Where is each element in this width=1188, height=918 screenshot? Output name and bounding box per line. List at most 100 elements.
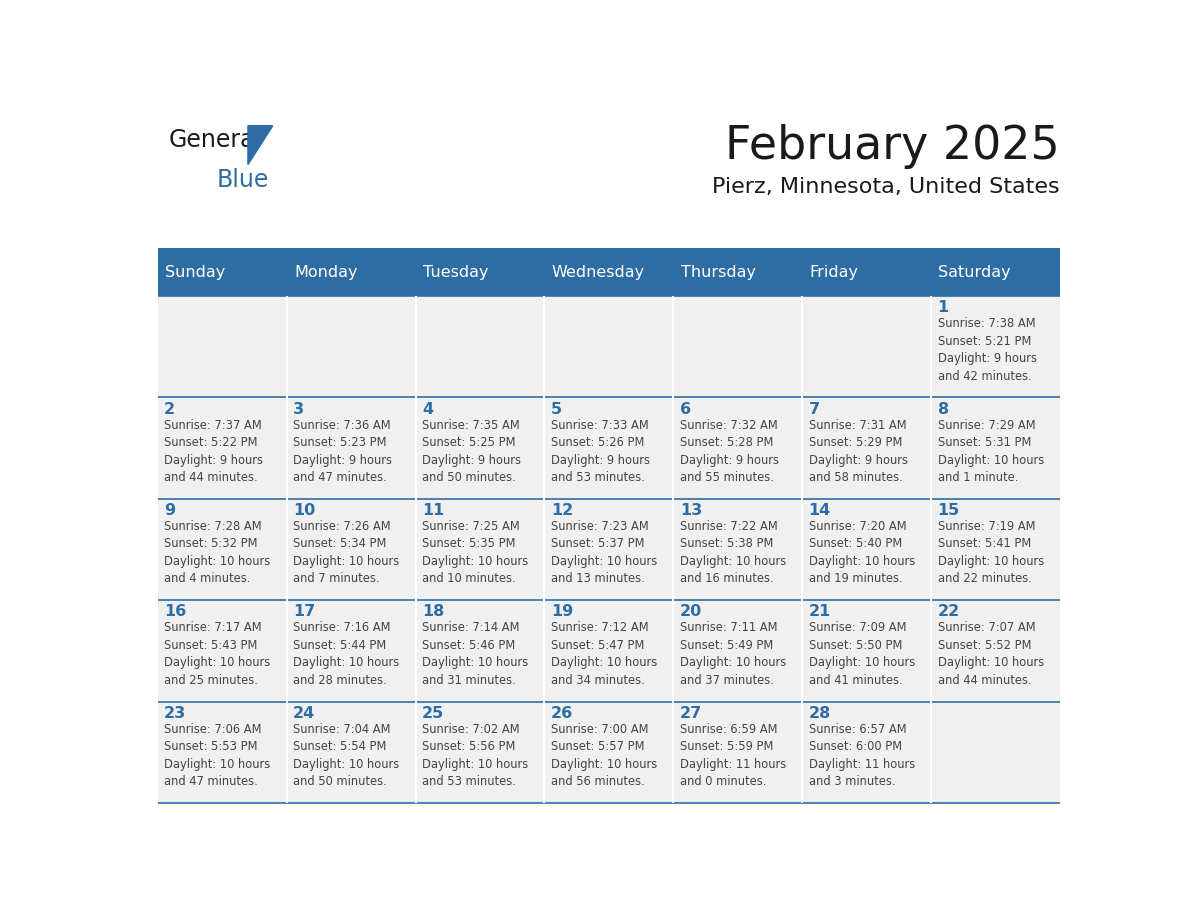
Bar xyxy=(416,600,544,701)
Text: Sunrise: 7:16 AM
Sunset: 5:44 PM
Daylight: 10 hours
and 28 minutes.: Sunrise: 7:16 AM Sunset: 5:44 PM Dayligh… xyxy=(293,621,399,687)
Text: Sunrise: 6:59 AM
Sunset: 5:59 PM
Daylight: 11 hours
and 0 minutes.: Sunrise: 6:59 AM Sunset: 5:59 PM Dayligh… xyxy=(680,722,786,789)
Text: Sunrise: 7:28 AM
Sunset: 5:32 PM
Daylight: 10 hours
and 4 minutes.: Sunrise: 7:28 AM Sunset: 5:32 PM Dayligh… xyxy=(164,520,271,586)
Text: 28: 28 xyxy=(809,706,830,721)
Bar xyxy=(931,600,1060,701)
Text: 13: 13 xyxy=(680,503,702,518)
Text: Sunrise: 7:29 AM
Sunset: 5:31 PM
Daylight: 10 hours
and 1 minute.: Sunrise: 7:29 AM Sunset: 5:31 PM Dayligh… xyxy=(937,419,1044,484)
Bar xyxy=(158,397,286,498)
Bar xyxy=(158,701,286,803)
Bar xyxy=(544,600,674,701)
Text: General: General xyxy=(169,128,261,151)
Bar xyxy=(416,397,544,498)
Bar xyxy=(416,701,544,803)
Text: 11: 11 xyxy=(422,503,444,518)
Bar xyxy=(286,600,416,701)
Text: 22: 22 xyxy=(937,604,960,620)
Text: Sunrise: 7:35 AM
Sunset: 5:25 PM
Daylight: 9 hours
and 50 minutes.: Sunrise: 7:35 AM Sunset: 5:25 PM Dayligh… xyxy=(422,419,522,484)
Bar xyxy=(544,701,674,803)
Bar xyxy=(802,297,931,397)
Text: Sunrise: 7:22 AM
Sunset: 5:38 PM
Daylight: 10 hours
and 16 minutes.: Sunrise: 7:22 AM Sunset: 5:38 PM Dayligh… xyxy=(680,520,786,586)
Text: Sunrise: 7:32 AM
Sunset: 5:28 PM
Daylight: 9 hours
and 55 minutes.: Sunrise: 7:32 AM Sunset: 5:28 PM Dayligh… xyxy=(680,419,779,484)
Text: 25: 25 xyxy=(422,706,444,721)
Bar xyxy=(674,397,802,498)
Bar xyxy=(802,600,931,701)
Bar xyxy=(286,498,416,600)
Text: Pierz, Minnesota, United States: Pierz, Minnesota, United States xyxy=(713,177,1060,197)
Text: Sunrise: 7:12 AM
Sunset: 5:47 PM
Daylight: 10 hours
and 34 minutes.: Sunrise: 7:12 AM Sunset: 5:47 PM Dayligh… xyxy=(551,621,657,687)
Text: 20: 20 xyxy=(680,604,702,620)
Text: Sunrise: 7:04 AM
Sunset: 5:54 PM
Daylight: 10 hours
and 50 minutes.: Sunrise: 7:04 AM Sunset: 5:54 PM Dayligh… xyxy=(293,722,399,789)
Text: Sunrise: 7:36 AM
Sunset: 5:23 PM
Daylight: 9 hours
and 47 minutes.: Sunrise: 7:36 AM Sunset: 5:23 PM Dayligh… xyxy=(293,419,392,484)
Bar xyxy=(544,297,674,397)
Text: 23: 23 xyxy=(164,706,187,721)
Text: 7: 7 xyxy=(809,402,820,417)
Text: 3: 3 xyxy=(293,402,304,417)
Text: Sunrise: 7:07 AM
Sunset: 5:52 PM
Daylight: 10 hours
and 44 minutes.: Sunrise: 7:07 AM Sunset: 5:52 PM Dayligh… xyxy=(937,621,1044,687)
Bar xyxy=(286,701,416,803)
Bar xyxy=(674,498,802,600)
Text: Sunrise: 7:20 AM
Sunset: 5:40 PM
Daylight: 10 hours
and 19 minutes.: Sunrise: 7:20 AM Sunset: 5:40 PM Dayligh… xyxy=(809,520,915,586)
Text: 12: 12 xyxy=(551,503,573,518)
Polygon shape xyxy=(248,126,273,164)
Bar xyxy=(802,701,931,803)
Text: Sunrise: 7:11 AM
Sunset: 5:49 PM
Daylight: 10 hours
and 37 minutes.: Sunrise: 7:11 AM Sunset: 5:49 PM Dayligh… xyxy=(680,621,786,687)
Text: Monday: Monday xyxy=(293,264,358,279)
Text: 21: 21 xyxy=(809,604,830,620)
Text: 8: 8 xyxy=(937,402,949,417)
Text: 1: 1 xyxy=(937,300,949,315)
Text: Sunrise: 7:19 AM
Sunset: 5:41 PM
Daylight: 10 hours
and 22 minutes.: Sunrise: 7:19 AM Sunset: 5:41 PM Dayligh… xyxy=(937,520,1044,586)
Text: Sunday: Sunday xyxy=(165,264,226,279)
Bar xyxy=(416,297,544,397)
Text: 18: 18 xyxy=(422,604,444,620)
Text: 6: 6 xyxy=(680,402,691,417)
Text: 9: 9 xyxy=(164,503,176,518)
Bar xyxy=(158,600,286,701)
Bar xyxy=(802,498,931,600)
Text: Sunrise: 7:33 AM
Sunset: 5:26 PM
Daylight: 9 hours
and 53 minutes.: Sunrise: 7:33 AM Sunset: 5:26 PM Dayligh… xyxy=(551,419,650,484)
Bar xyxy=(674,600,802,701)
Text: Sunrise: 7:14 AM
Sunset: 5:46 PM
Daylight: 10 hours
and 31 minutes.: Sunrise: 7:14 AM Sunset: 5:46 PM Dayligh… xyxy=(422,621,529,687)
Text: 15: 15 xyxy=(937,503,960,518)
Bar xyxy=(674,297,802,397)
Text: Sunrise: 7:37 AM
Sunset: 5:22 PM
Daylight: 9 hours
and 44 minutes.: Sunrise: 7:37 AM Sunset: 5:22 PM Dayligh… xyxy=(164,419,264,484)
Text: Friday: Friday xyxy=(809,264,859,279)
Bar xyxy=(158,248,1060,297)
Text: 14: 14 xyxy=(809,503,830,518)
Text: Sunrise: 7:00 AM
Sunset: 5:57 PM
Daylight: 10 hours
and 56 minutes.: Sunrise: 7:00 AM Sunset: 5:57 PM Dayligh… xyxy=(551,722,657,789)
Text: 19: 19 xyxy=(551,604,573,620)
Text: Blue: Blue xyxy=(216,168,268,192)
Bar xyxy=(158,498,286,600)
Text: 10: 10 xyxy=(293,503,315,518)
Text: Wednesday: Wednesday xyxy=(551,264,645,279)
Text: 4: 4 xyxy=(422,402,434,417)
Text: Tuesday: Tuesday xyxy=(423,264,488,279)
Bar xyxy=(931,397,1060,498)
Text: 24: 24 xyxy=(293,706,315,721)
Text: 2: 2 xyxy=(164,402,176,417)
Text: 16: 16 xyxy=(164,604,187,620)
Text: Sunrise: 6:57 AM
Sunset: 6:00 PM
Daylight: 11 hours
and 3 minutes.: Sunrise: 6:57 AM Sunset: 6:00 PM Dayligh… xyxy=(809,722,915,789)
Text: 26: 26 xyxy=(551,706,573,721)
Bar xyxy=(544,498,674,600)
Bar xyxy=(802,397,931,498)
Text: 5: 5 xyxy=(551,402,562,417)
Bar xyxy=(931,701,1060,803)
Text: Sunrise: 7:17 AM
Sunset: 5:43 PM
Daylight: 10 hours
and 25 minutes.: Sunrise: 7:17 AM Sunset: 5:43 PM Dayligh… xyxy=(164,621,271,687)
Bar xyxy=(158,297,286,397)
Text: February 2025: February 2025 xyxy=(725,124,1060,169)
Text: Sunrise: 7:02 AM
Sunset: 5:56 PM
Daylight: 10 hours
and 53 minutes.: Sunrise: 7:02 AM Sunset: 5:56 PM Dayligh… xyxy=(422,722,529,789)
Text: Sunrise: 7:26 AM
Sunset: 5:34 PM
Daylight: 10 hours
and 7 minutes.: Sunrise: 7:26 AM Sunset: 5:34 PM Dayligh… xyxy=(293,520,399,586)
Bar xyxy=(674,701,802,803)
Text: Thursday: Thursday xyxy=(681,264,756,279)
Text: Sunrise: 7:09 AM
Sunset: 5:50 PM
Daylight: 10 hours
and 41 minutes.: Sunrise: 7:09 AM Sunset: 5:50 PM Dayligh… xyxy=(809,621,915,687)
Text: Sunrise: 7:23 AM
Sunset: 5:37 PM
Daylight: 10 hours
and 13 minutes.: Sunrise: 7:23 AM Sunset: 5:37 PM Dayligh… xyxy=(551,520,657,586)
Bar xyxy=(931,498,1060,600)
Bar xyxy=(286,397,416,498)
Bar xyxy=(544,397,674,498)
Text: 27: 27 xyxy=(680,706,702,721)
Bar xyxy=(416,498,544,600)
Text: Saturday: Saturday xyxy=(939,264,1011,279)
Text: Sunrise: 7:25 AM
Sunset: 5:35 PM
Daylight: 10 hours
and 10 minutes.: Sunrise: 7:25 AM Sunset: 5:35 PM Dayligh… xyxy=(422,520,529,586)
Bar xyxy=(286,297,416,397)
Text: Sunrise: 7:31 AM
Sunset: 5:29 PM
Daylight: 9 hours
and 58 minutes.: Sunrise: 7:31 AM Sunset: 5:29 PM Dayligh… xyxy=(809,419,908,484)
